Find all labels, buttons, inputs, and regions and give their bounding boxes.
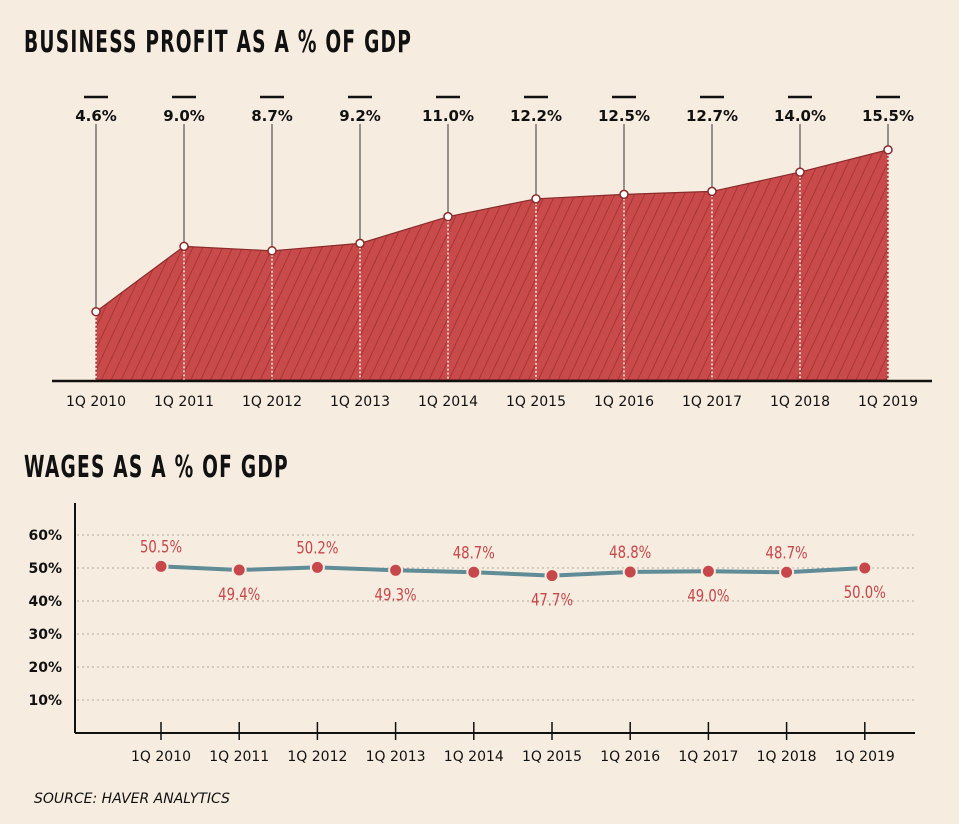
data-label: 9.2%: [339, 107, 381, 125]
x-tick-label: 1Q 2010: [131, 749, 191, 765]
data-point: [619, 189, 629, 200]
y-tick-label: 40%: [28, 594, 62, 610]
data-point: [622, 564, 638, 580]
data-point: [388, 562, 404, 578]
x-tick-label: 1Q 2011: [154, 394, 214, 410]
x-tick-label: 1Q 2019: [835, 749, 895, 765]
y-tick-label: 10%: [28, 693, 62, 709]
x-tick-label: 1Q 2019: [858, 394, 918, 410]
data-label: 12.5%: [598, 107, 650, 125]
data-label: 48.7%: [453, 543, 495, 563]
x-tick-label: 1Q 2013: [330, 394, 390, 410]
data-label: 48.7%: [766, 543, 808, 563]
x-tick-label: 1Q 2012: [242, 394, 302, 410]
data-point: [355, 238, 365, 249]
data-point: [795, 167, 805, 177]
profit-chart: 4.6% 1Q 2010 9.0% 1Q 2011 8.7% 1Q 2012 9.2% 1Q …: [52, 95, 932, 410]
data-label: 8.7%: [251, 107, 293, 125]
data-point: [857, 560, 873, 576]
data-point: [779, 564, 795, 580]
x-tick-label: 1Q 2011: [209, 749, 269, 765]
data-label: 50.5%: [140, 537, 182, 557]
x-tick-label: 1Q 2018: [770, 394, 830, 410]
data-point: [544, 568, 560, 584]
data-label: 50.2%: [296, 538, 338, 558]
data-label: 47.7%: [531, 590, 573, 610]
data-label: 4.6%: [75, 107, 117, 125]
profit-chart-title: BUSINESS PROFIT AS A % OF GDP: [24, 24, 412, 59]
data-label: 49.4%: [218, 584, 260, 604]
data-point: [91, 306, 101, 317]
x-tick-label: 1Q 2015: [506, 394, 566, 410]
data-point: [179, 241, 189, 252]
x-tick-label: 1Q 2015: [522, 749, 582, 765]
data-point: [267, 246, 277, 256]
x-tick-label: 1Q 2016: [600, 749, 660, 765]
y-tick-label: 20%: [28, 660, 62, 676]
x-tick-label: 1Q 2018: [757, 749, 817, 765]
data-point: [707, 186, 717, 197]
x-tick-label: 1Q 2014: [418, 394, 478, 410]
x-tick-label: 1Q 2012: [287, 749, 347, 765]
x-tick-label: 1Q 2013: [366, 749, 426, 765]
data-label: 49.3%: [375, 585, 417, 605]
data-label: 11.0%: [422, 107, 474, 125]
wages-chart: 10% 20% 30% 40% 50% 60% 1Q 2010 50.5% 1Q 2011 49.…: [28, 503, 915, 765]
data-point: [531, 194, 541, 204]
data-point: [443, 211, 453, 222]
data-point: [883, 145, 893, 155]
data-point: [466, 564, 482, 580]
x-tick-label: 1Q 2017: [682, 394, 742, 410]
data-label: 15.5%: [862, 107, 914, 125]
x-tick-label: 1Q 2010: [66, 394, 126, 410]
y-tick-label: 60%: [28, 528, 62, 544]
data-label: 9.0%: [163, 107, 205, 125]
data-point: [700, 563, 716, 579]
data-point: [231, 562, 247, 578]
x-tick-label: 1Q 2017: [678, 749, 738, 765]
wages-chart-title: WAGES AS A % OF GDP: [24, 449, 289, 484]
profit-area: [95, 149, 889, 381]
data-label: 48.8%: [609, 542, 651, 562]
y-tick-label: 30%: [28, 627, 62, 643]
data-label: 14.0%: [774, 107, 826, 125]
y-tick-label: 50%: [28, 561, 62, 577]
wages-line: [160, 564, 865, 578]
data-label: 12.7%: [686, 107, 738, 125]
data-label: 49.0%: [687, 586, 729, 606]
data-point: [153, 558, 169, 574]
x-tick-label: 1Q 2014: [444, 749, 504, 765]
x-tick-label: 1Q 2016: [594, 394, 654, 410]
source-note: SOURCE: HAVER ANALYTICS: [34, 791, 230, 807]
data-label: 12.2%: [510, 107, 562, 125]
data-point: [309, 559, 325, 575]
data-label: 50.0%: [844, 582, 886, 602]
